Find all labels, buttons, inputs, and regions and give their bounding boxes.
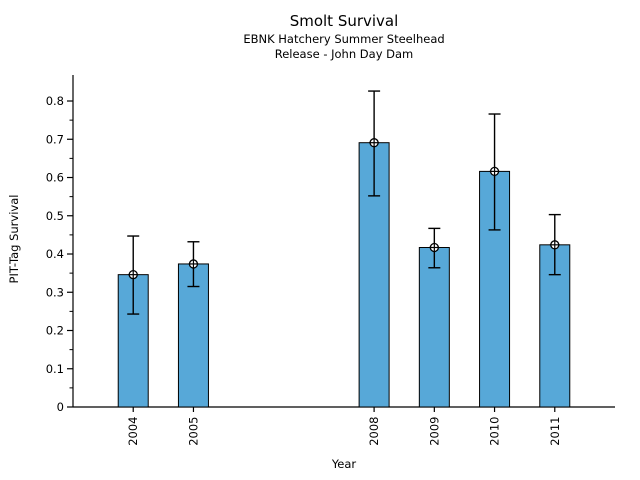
x-tick-label: 2005 bbox=[186, 417, 200, 446]
y-tick-label: 0.6 bbox=[46, 171, 64, 185]
y-tick-label: 0.2 bbox=[46, 324, 64, 338]
x-tick-label: 2010 bbox=[488, 417, 502, 446]
y-tick-label: 0.8 bbox=[46, 94, 64, 108]
chart-subtitle-line1: EBNK Hatchery Summer Steelhead bbox=[243, 31, 445, 46]
y-tick-label: 0.3 bbox=[46, 285, 64, 299]
y-tick-label: 0.5 bbox=[46, 209, 64, 223]
y-axis-label: PIT-Tag Survival bbox=[7, 194, 21, 284]
chart-title: Smolt Survival bbox=[289, 12, 399, 30]
bar-2009 bbox=[418, 247, 450, 408]
x-tick-label: 2004 bbox=[126, 417, 140, 446]
y-tick-label: 0 bbox=[57, 400, 64, 414]
chart-subtitle-line2: Release - John Day Dam bbox=[274, 47, 414, 61]
x-tick-label: 2011 bbox=[548, 417, 562, 446]
x-tick-label: 2009 bbox=[427, 417, 441, 446]
y-tick-label: 0.7 bbox=[46, 132, 64, 146]
y-tick-label: 0.4 bbox=[46, 247, 64, 261]
x-tick-label: 2008 bbox=[367, 417, 381, 446]
y-tick-label: 0.1 bbox=[46, 362, 64, 376]
x-axis-label: Year bbox=[331, 457, 357, 471]
